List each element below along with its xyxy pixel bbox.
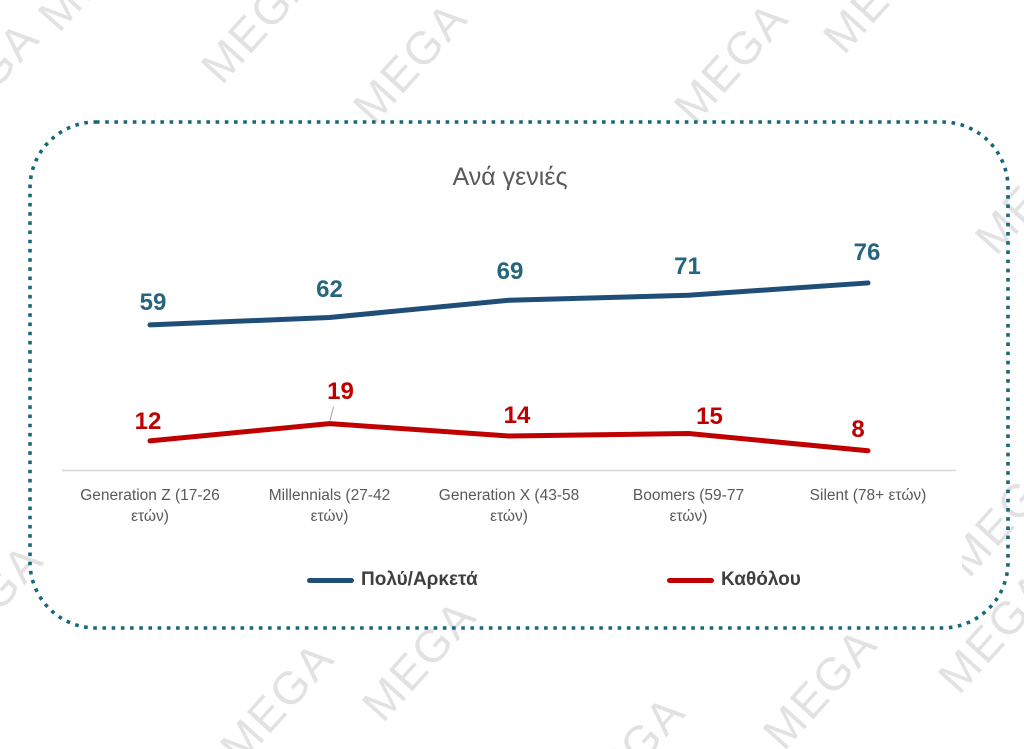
category-label-line: ετών) [131, 508, 169, 525]
data-label-series0-pt3: 71 [674, 253, 701, 281]
chart-backdrop [44, 134, 962, 598]
category-label-line: ετών) [490, 508, 528, 525]
data-label-series1-pt2: 14 [503, 401, 531, 429]
category-label-3: Boomers (59-77 ετών) [633, 485, 744, 527]
chart-title: Ανά γενιές [452, 163, 568, 191]
category-label-4: Silent (78+ ετών) [810, 485, 927, 506]
dotted-border-rect [28, 120, 1010, 630]
legend-label-blue: Πολύ/Αρκετά [361, 569, 478, 590]
legend-item-katholou: Καθόλου [667, 568, 801, 592]
data-label-series1-pt3: 15 [696, 403, 723, 431]
category-label-line: Silent (78+ ετών) [809, 487, 927, 504]
data-label-series0-pt1: 62 [316, 276, 343, 304]
data-label-series0-pt0: 59 [139, 288, 167, 316]
category-label-0: Generation Z (17-26 ετών) [80, 485, 220, 527]
category-label-2: Generation X (43-58 ετών) [439, 485, 579, 527]
category-label-line: Boomers (59-77 [632, 487, 745, 504]
category-label-line: Millennials (27-42 [268, 487, 391, 504]
category-label-1: Millennials (27-42 ετών) [269, 485, 390, 527]
category-label-line: Generation Z (17-26 [80, 487, 220, 504]
legend-swatch-red [667, 577, 714, 583]
category-label-line: Generation X (43-58 [438, 487, 580, 504]
data-label-series1-pt1: 19 [327, 377, 354, 405]
legend-swatch-blue [307, 577, 354, 583]
data-label-series1-pt0: 12 [134, 407, 162, 435]
category-label-line: ετών) [310, 508, 349, 525]
legend-label-red: Καθόλου [721, 569, 801, 590]
data-label-series0-pt4: 76 [853, 238, 881, 266]
legend-item-poly-arketa: Πολύ/Αρκετά [307, 568, 478, 592]
data-label-series1-pt4: 8 [851, 415, 865, 443]
category-label-line: ετών) [669, 508, 708, 525]
data-label-series0-pt2: 69 [496, 258, 524, 286]
